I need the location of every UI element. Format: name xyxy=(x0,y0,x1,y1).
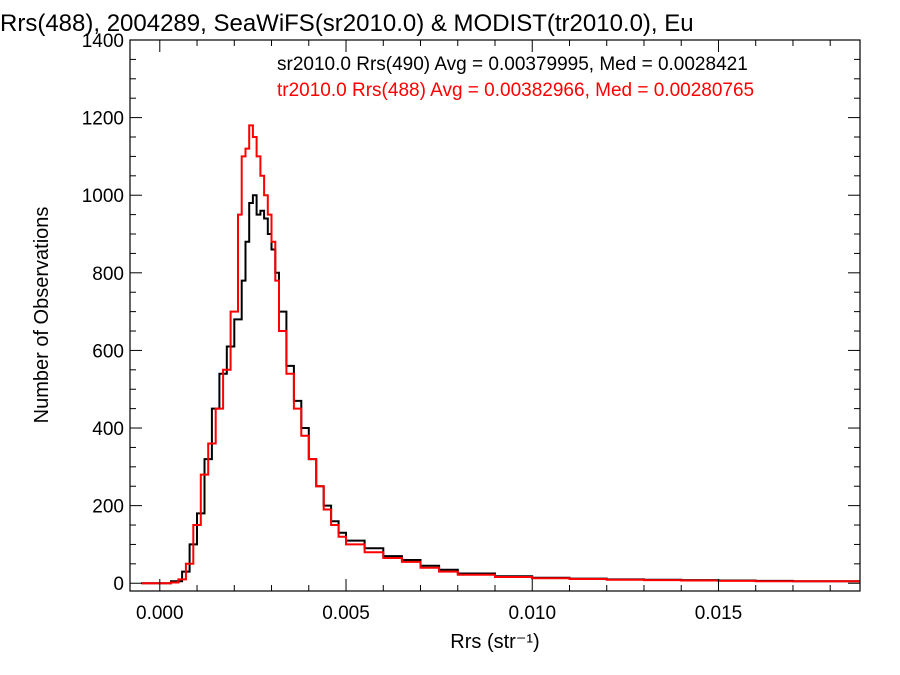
chart-title: Rrs(488), 2004289, SeaWiFS(sr2010.0) & M… xyxy=(0,10,694,37)
plot-frame xyxy=(129,39,861,592)
x-axis-label: Rrs (str⁻¹) xyxy=(450,631,539,653)
x-axis: 0.000 0.005 0.010 0.015 xyxy=(136,40,831,624)
x-tick-label: 0.005 xyxy=(322,603,370,624)
x-tick-label: 0.015 xyxy=(695,603,743,624)
y-tick-label: 400 xyxy=(92,419,124,440)
plot-area xyxy=(141,124,860,585)
y-tick-label: 1000 xyxy=(82,186,124,207)
legend: sr2010.0 Rrs(490) Avg = 0.00379995, Med … xyxy=(277,54,754,101)
series-line-1 xyxy=(141,194,860,585)
y-tick-label: 800 xyxy=(92,264,124,285)
series-line-2 xyxy=(141,124,860,585)
legend-entry-2: tr2010.0 Rrs(488) Avg = 0.00382966, Med … xyxy=(277,80,754,101)
x-tick-label: 0.000 xyxy=(136,603,184,624)
legend-entry-1: sr2010.0 Rrs(490) Avg = 0.00379995, Med … xyxy=(277,54,748,75)
y-tick-label: 1400 xyxy=(82,31,124,52)
y-tick-label: 0 xyxy=(113,574,124,595)
y-tick-label: 600 xyxy=(92,341,124,362)
y-tick-label: 200 xyxy=(92,497,124,518)
y-axis: 0 200 400 600 800 1000 1200 1400 xyxy=(82,31,860,595)
y-tick-label: 1200 xyxy=(82,109,124,130)
y-axis-label: Number of Observations xyxy=(31,207,53,424)
x-tick-label: 0.010 xyxy=(508,603,556,624)
